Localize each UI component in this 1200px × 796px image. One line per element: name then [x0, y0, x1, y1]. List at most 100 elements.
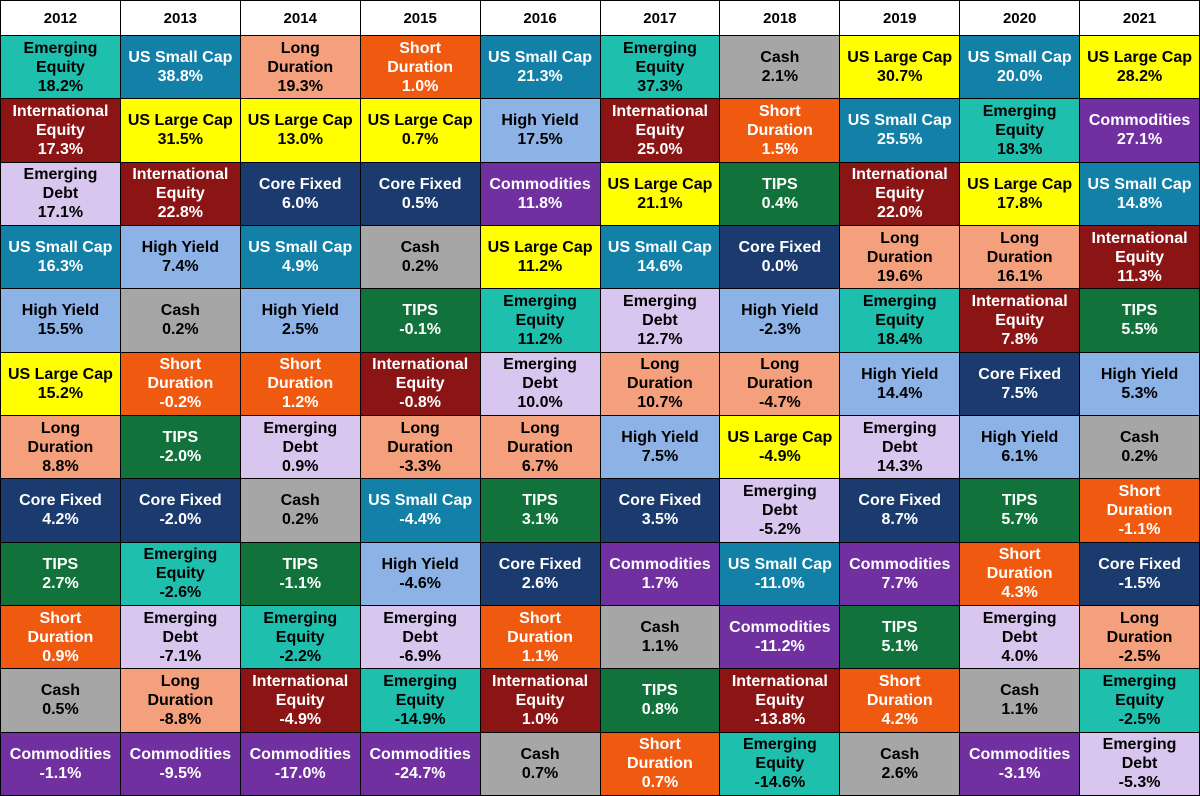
asset-cell: Emerging Debt 12.7%	[600, 289, 720, 352]
asset-return-value: -0.1%	[399, 321, 442, 339]
asset-name: Emerging Equity	[1102, 672, 1177, 709]
asset-name: US Small Cap	[128, 49, 233, 67]
asset-cell: TIPS -2.0%	[120, 415, 240, 479]
asset-name: TIPS	[282, 555, 319, 573]
asset-return-value: 11.8%	[517, 194, 563, 212]
asset-name: High Yield	[621, 429, 699, 447]
asset-cell: US Small Cap 14.6%	[600, 225, 720, 289]
asset-name: Core Fixed	[498, 555, 582, 573]
asset-cell: High Yield 17.5%	[480, 99, 600, 162]
asset-return-value: 37.3%	[637, 77, 683, 95]
asset-return-value: 25.0%	[637, 140, 683, 158]
asset-return-value: -4.4%	[399, 511, 442, 529]
asset-name: Cash	[1119, 429, 1160, 447]
asset-name: Short Duration	[387, 39, 454, 76]
asset-return-value: 0.0%	[761, 258, 799, 276]
asset-return-value: -2.5%	[1118, 647, 1161, 665]
asset-return-value: 1.5%	[761, 140, 799, 158]
asset-return-value: -24.7%	[394, 764, 446, 782]
asset-return-value: 0.7%	[641, 774, 679, 792]
asset-cell: US Small Cap 20.0%	[960, 36, 1080, 99]
asset-return-value: 3.5%	[641, 511, 679, 529]
asset-name: US Small Cap	[488, 49, 593, 67]
asset-name: US Small Cap	[368, 492, 473, 510]
asset-cell: TIPS -1.1%	[240, 542, 360, 605]
asset-name: Commodities	[489, 175, 591, 193]
asset-name: High Yield	[501, 112, 579, 130]
asset-return-value: 0.9%	[42, 647, 79, 665]
asset-return-value: 11.2%	[517, 330, 563, 348]
asset-return-value: 0.4%	[761, 194, 799, 212]
asset-cell: Short Duration -0.2%	[120, 352, 240, 415]
asset-name: High Yield	[861, 365, 939, 383]
asset-return-value: -2.0%	[159, 448, 202, 466]
asset-return-value: 30.7%	[877, 68, 923, 86]
asset-name: Short Duration	[147, 356, 214, 393]
asset-return-value: 1.1%	[1001, 701, 1038, 719]
asset-return-value: -3.3%	[399, 457, 442, 475]
asset-cell: US Small Cap -4.4%	[360, 479, 480, 542]
asset-name: TIPS	[881, 619, 918, 637]
asset-name: TIPS	[402, 302, 438, 320]
year-header: 2021	[1080, 1, 1199, 35]
asset-name: US Large Cap	[1087, 49, 1192, 67]
asset-return-value: 3.1%	[521, 511, 559, 529]
asset-cell: US Small Cap 38.8%	[120, 36, 240, 99]
asset-name: TIPS	[522, 492, 558, 510]
asset-cell: Short Duration -1.1%	[1080, 479, 1199, 542]
asset-name: Short Duration	[986, 546, 1053, 583]
asset-cell: International Equity 1.0%	[480, 669, 600, 732]
asset-cell: Short Duration 1.0%	[360, 36, 480, 99]
year-header: 2012	[1, 1, 120, 35]
asset-name: US Small Cap	[1087, 175, 1192, 193]
asset-return-value: 5.1%	[881, 638, 918, 656]
asset-cell: Core Fixed 0.0%	[720, 225, 840, 289]
asset-return-value: 7.5%	[1001, 384, 1038, 402]
asset-return-value: -2.6%	[159, 584, 202, 602]
asset-name: Emerging Equity	[982, 102, 1057, 139]
asset-return-value: 17.5%	[517, 131, 563, 149]
asset-cell: Long Duration 8.8%	[1, 415, 120, 479]
asset-return-value: -0.8%	[399, 394, 442, 412]
asset-return-value: -11.2%	[754, 638, 805, 656]
asset-return-value: 5.3%	[1121, 384, 1158, 402]
asset-cell: Emerging Equity 18.4%	[840, 289, 960, 352]
asset-return-value: 4.2%	[42, 511, 79, 529]
asset-name: High Yield	[980, 429, 1059, 447]
asset-name: Emerging Equity	[143, 546, 218, 583]
asset-name: TIPS	[642, 682, 678, 700]
asset-cell: Commodities 27.1%	[1080, 99, 1199, 162]
asset-return-value: -2.2%	[279, 647, 322, 665]
asset-name: Emerging Equity	[263, 609, 338, 646]
asset-return-value: -7.1%	[159, 647, 202, 665]
year-header: 2014	[240, 1, 360, 35]
asset-return-value: 4.2%	[881, 710, 918, 728]
asset-name: Core Fixed	[378, 175, 462, 193]
asset-cell: International Equity 25.0%	[600, 99, 720, 162]
asset-return-value: 2.6%	[881, 764, 918, 782]
asset-cell: Commodities 1.7%	[600, 542, 720, 605]
asset-name: TIPS	[1121, 302, 1158, 320]
asset-cell: Emerging Equity 37.3%	[600, 36, 720, 99]
asset-name: High Yield	[741, 302, 819, 320]
asset-cell: US Large Cap 11.2%	[480, 225, 600, 289]
asset-name: US Small Cap	[967, 49, 1072, 67]
asset-cell: International Equity 11.3%	[1080, 225, 1199, 289]
asset-return-value: 1.1%	[521, 647, 559, 665]
asset-return-value: 15.2%	[37, 384, 84, 402]
asset-cell: International Equity 22.8%	[120, 162, 240, 225]
asset-name: Long Duration	[387, 419, 454, 456]
asset-return-value: -4.7%	[758, 394, 801, 412]
asset-return-value: 2.6%	[521, 574, 559, 592]
asset-name: Emerging Equity	[742, 736, 817, 773]
asset-cell: Cash 0.2%	[360, 225, 480, 289]
asset-return-value: 2.7%	[42, 574, 79, 592]
asset-cell: Long Duration 19.3%	[240, 36, 360, 99]
year-header: 2013	[120, 1, 240, 35]
asset-cell: US Large Cap 15.2%	[1, 352, 120, 415]
asset-name: International Equity	[252, 672, 349, 709]
asset-return-value: 16.3%	[37, 258, 84, 276]
asset-cell: Emerging Debt -5.2%	[720, 479, 840, 542]
asset-name: International Equity	[971, 292, 1068, 329]
asset-name: TIPS	[162, 429, 199, 447]
